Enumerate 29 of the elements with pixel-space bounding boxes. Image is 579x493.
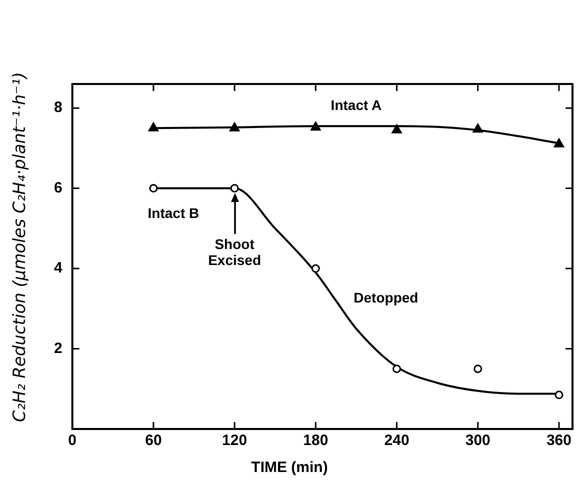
- y-axis-title: C₂H₂ Reduction (μmoles C₂H₄·plant⁻¹·h⁻¹): [10, 71, 30, 422]
- series-label: Intact A: [330, 96, 382, 113]
- x-tick-label: 60: [145, 432, 162, 450]
- point: [310, 122, 321, 131]
- x-tick-label: 300: [465, 432, 490, 450]
- y-tick-label: 2: [54, 340, 62, 357]
- point: [230, 184, 239, 193]
- x-tick-label: 0: [68, 432, 77, 450]
- point: [554, 390, 564, 400]
- annotation: Shoot Excised: [207, 236, 262, 268]
- point: [148, 122, 159, 132]
- y-tick-label: 6: [54, 179, 62, 196]
- x-tick-label: 120: [222, 432, 248, 450]
- point: [311, 264, 320, 273]
- point: [474, 364, 482, 374]
- point: [554, 138, 564, 148]
- x-axis-title: TIME (min): [250, 459, 329, 476]
- y-tick-label: 8: [54, 99, 62, 116]
- x-tick-label: 360: [546, 432, 572, 450]
- point: [472, 124, 483, 133]
- x-tick-label: 240: [384, 432, 410, 450]
- series-label: Intact B: [148, 205, 200, 222]
- point: [149, 184, 158, 193]
- y-tick-label: 4: [54, 260, 63, 277]
- point: [392, 364, 402, 374]
- annotation: Detopped: [354, 289, 418, 306]
- point: [229, 122, 240, 132]
- point: [392, 124, 402, 134]
- x-tick-label: 180: [303, 432, 328, 450]
